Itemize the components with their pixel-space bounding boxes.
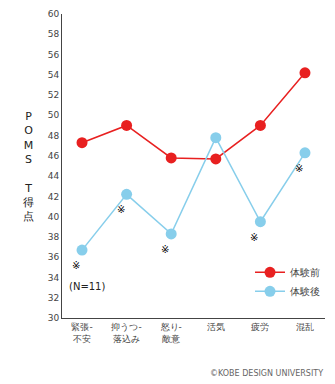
svg-text:混乱: 混乱 (296, 322, 314, 332)
svg-text:※: ※ (161, 244, 169, 255)
svg-text:58: 58 (48, 29, 60, 39)
svg-text:体験前: 体験前 (290, 267, 320, 278)
svg-text:40: 40 (48, 212, 60, 222)
svg-text:46: 46 (48, 151, 60, 161)
svg-text:抑うつ-落込み: 抑うつ-落込み (111, 322, 141, 344)
svg-text:36: 36 (48, 252, 60, 262)
svg-text:疲労: 疲労 (251, 322, 269, 332)
svg-text:60: 60 (48, 9, 60, 19)
svg-text:48: 48 (48, 131, 60, 141)
svg-text:56: 56 (48, 50, 60, 60)
svg-text:活気: 活気 (207, 322, 225, 332)
svg-text:34: 34 (48, 273, 60, 283)
svg-text:体験後: 体験後 (290, 286, 320, 297)
svg-text:50: 50 (48, 110, 60, 120)
svg-text:怒り-敵意: 怒り-敵意 (160, 322, 182, 344)
svg-text:©KOBE DESIGN UNIVERSITY: ©KOBE DESIGN UNIVERSITY (210, 369, 323, 378)
svg-text:緊張-不安: 緊張-不安 (71, 322, 92, 344)
svg-text:52: 52 (48, 90, 59, 100)
svg-text:※: ※ (117, 204, 125, 215)
svg-text:38: 38 (48, 232, 60, 242)
svg-text:30: 30 (48, 313, 60, 323)
svg-text:※: ※ (250, 232, 258, 243)
svg-text:44: 44 (48, 171, 60, 181)
svg-text:32: 32 (48, 293, 59, 303)
svg-text:※: ※ (295, 163, 303, 174)
svg-text:POMST得点: POMST得点 (23, 110, 34, 223)
svg-text:42: 42 (48, 192, 59, 202)
svg-text:(N=11): (N=11) (69, 281, 105, 292)
svg-text:54: 54 (48, 70, 60, 80)
svg-text:※: ※ (72, 260, 80, 271)
